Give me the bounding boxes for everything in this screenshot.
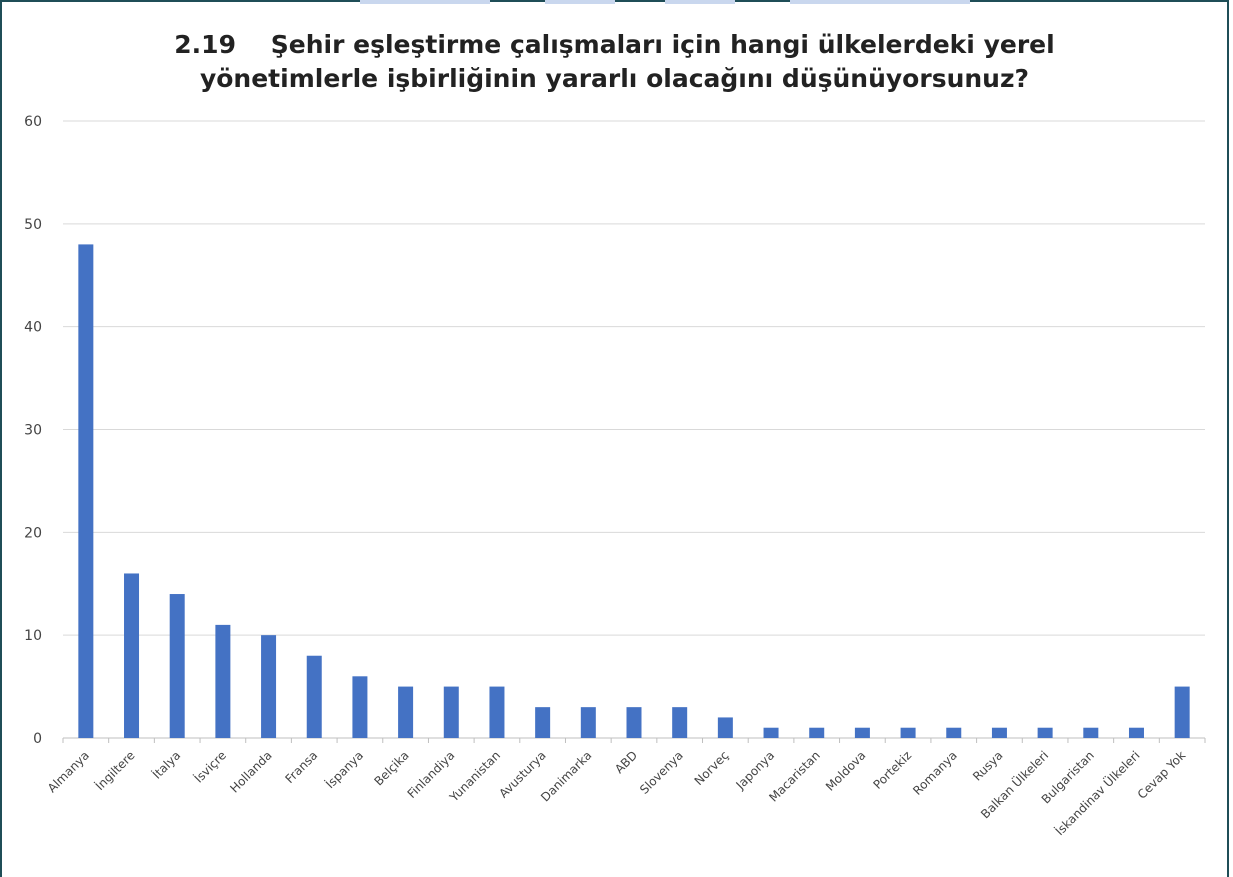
bar-7	[398, 686, 414, 738]
top-strip-2	[545, 0, 615, 4]
x-tick-label-20: Rusya	[970, 748, 1005, 783]
bar-13	[672, 707, 688, 738]
bar-8	[443, 686, 459, 738]
bar-22	[1083, 727, 1099, 738]
x-tick-label-23: İskandinav Ülkeleri	[1051, 747, 1142, 838]
bar-21	[1037, 727, 1053, 738]
x-tick-label-18: Portekiz	[871, 748, 915, 792]
bar-14	[717, 717, 733, 738]
y-tick-label-10: 10	[24, 628, 42, 644]
bar-15	[763, 727, 779, 738]
x-tick-label-2: İtalya	[149, 748, 183, 782]
bar-12	[626, 707, 642, 738]
y-tick-label-30: 30	[24, 423, 42, 439]
bar-3	[215, 624, 231, 738]
bar-20	[991, 727, 1007, 738]
bar-5	[306, 655, 322, 738]
x-tick-label-15: Japonya	[733, 748, 777, 792]
x-tick-label-4: Hollanda	[227, 748, 274, 795]
top-strip-3	[665, 0, 735, 4]
bar-24	[1174, 686, 1190, 738]
bar-19	[946, 727, 962, 738]
x-tick-label-0: Almanya	[45, 748, 92, 795]
bar-0	[78, 244, 94, 738]
x-tick-label-5: Fransa	[283, 748, 321, 786]
chart-title-line-2: yönetimlerle işbirliğinin yararlı olacağ…	[199, 64, 1030, 93]
bar-11	[580, 707, 596, 738]
bar-16	[809, 727, 825, 738]
y-tick-label-60: 60	[24, 114, 42, 130]
y-tick-label-40: 40	[24, 320, 42, 336]
bar-23	[1128, 727, 1144, 738]
top-strip-4	[790, 0, 970, 4]
top-strip-1	[360, 0, 490, 4]
bar-1	[124, 573, 140, 738]
x-tick-label-19: Romanya	[910, 748, 960, 798]
x-tick-label-24: Cevap Yok	[1135, 748, 1189, 802]
y-tick-label-20: 20	[24, 525, 42, 541]
bar-18	[900, 727, 916, 738]
x-tick-label-12: ABD	[612, 748, 640, 776]
bar-17	[854, 727, 870, 738]
x-tick-label-3: İsviçre	[191, 748, 229, 786]
bar-2	[169, 594, 185, 738]
bar-9	[489, 686, 505, 738]
x-tick-label-17: Moldova	[823, 748, 869, 794]
chart-title: 2.19 Şehir eşleştirme çalışmaları için h…	[0, 28, 1229, 96]
bar-4	[261, 635, 277, 738]
y-tick-label-50: 50	[24, 217, 42, 233]
x-tick-label-6: İspanya	[322, 748, 366, 792]
bar-10	[535, 707, 551, 738]
chart-title-line-1: 2.19 Şehir eşleştirme çalışmaları için h…	[174, 30, 1055, 59]
x-tick-label-1: İngiltere	[92, 748, 138, 794]
bar-6	[352, 676, 368, 738]
x-tick-label-14: Norveç	[692, 748, 732, 788]
x-tick-label-7: Belçika	[371, 748, 411, 788]
y-tick-label-0: 0	[33, 731, 42, 747]
x-tick-label-13: Slovenya	[637, 748, 686, 797]
